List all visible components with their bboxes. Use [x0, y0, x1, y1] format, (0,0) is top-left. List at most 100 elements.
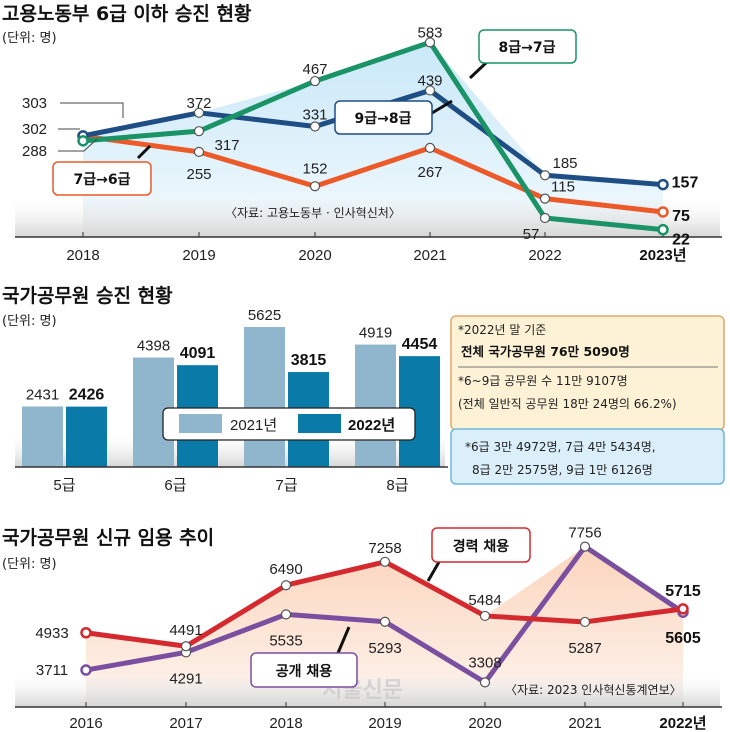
- info-box-total: *2022년 말 기준 전체 국가공무원 76만 5090명 *6~9급 공무원…: [450, 315, 725, 431]
- chart-title: 국가공무원 신규 임용 추이: [2, 527, 214, 549]
- bar-value-label: 4454: [402, 336, 438, 353]
- unit-label: (단위: 명): [2, 31, 57, 46]
- data-point: [280, 580, 292, 591]
- x-tick-label: 2019: [368, 715, 401, 732]
- data-label: 5293: [368, 640, 401, 657]
- x-tick-label: 2021: [413, 247, 446, 264]
- data-label: 75: [672, 208, 690, 225]
- data-label: 5484: [468, 592, 501, 609]
- hiring-chart-panel: 국가공무원 신규 임용 추이 (단위: 명) 서울신문 2016 2017 2018…: [2, 525, 722, 732]
- data-point: [424, 37, 436, 48]
- info-line: (전체 일반직 공무원 18만 24명의 66.2%): [458, 397, 677, 411]
- data-point: [657, 223, 669, 236]
- x-tick-label: 2018: [66, 247, 99, 264]
- data-label: 267: [417, 164, 442, 181]
- data-point: [539, 212, 551, 224]
- data-point: [677, 603, 689, 615]
- data-point: [180, 641, 192, 652]
- series-tag-label: 8급→7급: [499, 40, 556, 56]
- x-tick-label: 2018: [269, 715, 302, 732]
- series-tag-7-to-6: 7급→6급: [52, 144, 152, 196]
- data-point: [479, 677, 491, 688]
- x-tick-label: 2022년: [659, 715, 706, 732]
- data-label: 4491: [169, 622, 202, 639]
- legend-swatch-2022: [298, 414, 341, 433]
- series-tag-career: 경력 채용: [426, 527, 531, 582]
- data-label: 3711: [36, 662, 68, 679]
- data-point: [77, 135, 89, 147]
- data-label: 255: [186, 166, 211, 183]
- x-tick-label: 2016: [69, 715, 102, 732]
- data-point: [80, 664, 92, 676]
- bar: [22, 406, 63, 467]
- legend-label: 2022년: [348, 417, 395, 434]
- data-label: 302: [22, 121, 47, 138]
- data-point: [479, 610, 491, 622]
- data-point: [280, 609, 292, 620]
- legend-label: 2021년: [230, 417, 277, 434]
- bar-chart-panel: 국가공무원 승진 현황 (단위: 명) 2431 2426 5급 4398 4091 6급…: [2, 284, 725, 494]
- data-label: 317: [214, 137, 239, 154]
- x-tick-label: 2017: [169, 715, 202, 732]
- data-label: 7756: [568, 525, 601, 542]
- data-point: [579, 541, 591, 552]
- data-label: 5605: [665, 630, 701, 647]
- data-point: [193, 107, 205, 118]
- series-tag-9-to-8: 9급→8급: [334, 99, 453, 135]
- info-line: 8급 2만 2575명, 9급 1만 6126명: [472, 463, 653, 477]
- data-label: 3308: [468, 654, 501, 671]
- series-line: [82, 39, 664, 233]
- series-line: [82, 133, 664, 215]
- bar-value-label: 3815: [291, 352, 327, 369]
- data-label: 467: [302, 61, 327, 78]
- data-label: 57: [523, 226, 540, 243]
- bar-value-label: 4919: [359, 325, 392, 342]
- data-label: 22: [672, 232, 690, 249]
- x-tick-label: 2021: [568, 715, 601, 732]
- data-label: 6490: [269, 561, 302, 578]
- info-box-breakdown: *6급 3만 4972명, 7급 4만 5434명, 8급 2만 2575명, …: [450, 428, 725, 485]
- series-tag-label: 9급→8급: [355, 111, 412, 127]
- chart-title: 국가공무원 승진 현황: [2, 284, 173, 307]
- x-tick-label: 7급: [275, 477, 297, 494]
- series-tag-label: 경력 채용: [453, 538, 510, 555]
- data-label: 115: [551, 179, 575, 196]
- data-label: 5715: [665, 583, 701, 600]
- source-note: 〈자료: 고용노동부 · 인사혁신처〉: [225, 206, 401, 220]
- data-label: 4291: [169, 670, 202, 687]
- data-label: 7258: [368, 540, 401, 557]
- leader-lines: [58, 102, 124, 152]
- data-label: 439: [417, 72, 442, 89]
- floor-shade: [15, 672, 720, 707]
- bar: [66, 406, 107, 467]
- data-point: [657, 206, 669, 218]
- data-label: 4933: [35, 625, 68, 642]
- bar-value-label: 4091: [180, 345, 216, 362]
- data-point: [657, 178, 669, 191]
- x-tick-label: 5급: [53, 477, 75, 494]
- data-label: 583: [417, 24, 442, 41]
- bar: [244, 327, 285, 467]
- data-label: 152: [302, 160, 327, 177]
- unit-label: (단위: 명): [2, 314, 57, 329]
- x-tick-label: 6급: [164, 477, 186, 494]
- series-tag-8-to-7: 8급→7급: [468, 29, 577, 80]
- x-tick-label: 2022: [528, 247, 561, 264]
- x-tick-label: 2020: [298, 247, 331, 264]
- x-tick-label: 2019: [182, 247, 215, 264]
- data-label: 288: [22, 143, 47, 160]
- x-tick-label: 2020: [468, 715, 501, 732]
- info-line: *2022년 말 기준: [458, 323, 546, 337]
- data-point: [193, 126, 205, 137]
- data-label: 331: [302, 106, 327, 123]
- data-point: [539, 193, 551, 204]
- info-line: *6급 3만 4972명, 7급 4만 5434명,: [465, 440, 656, 454]
- data-point: [80, 627, 92, 639]
- data-label: 157: [672, 175, 699, 192]
- data-point: [379, 616, 391, 627]
- data-point: [579, 616, 591, 628]
- data-point: [309, 181, 321, 192]
- info-line-bold: 전체 국가공무원 76만 5090명: [461, 344, 630, 359]
- data-label: 5535: [269, 632, 302, 649]
- data-label: 303: [22, 95, 47, 112]
